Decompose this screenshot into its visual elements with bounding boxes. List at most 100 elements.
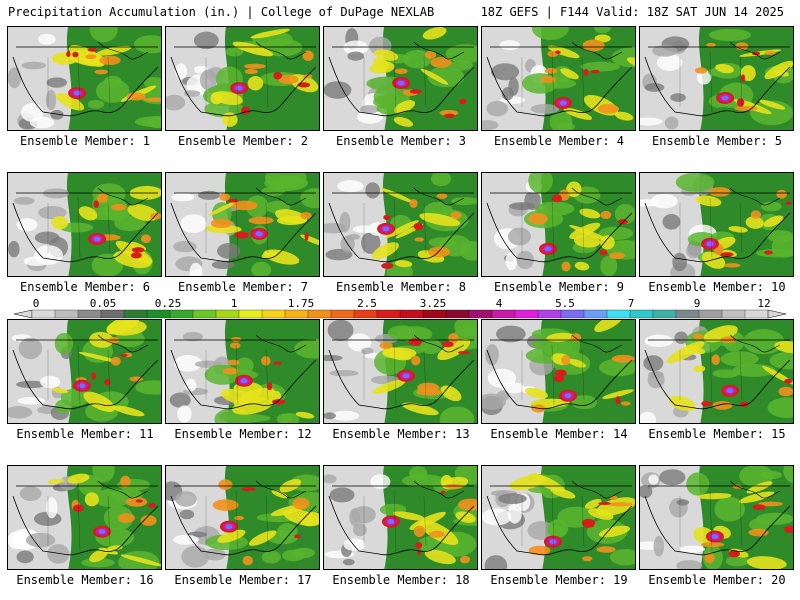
colorbar-segment (422, 309, 447, 319)
colorbar-tick-label: 12 (757, 298, 770, 310)
member-label: Ensemble Member: 4 (493, 134, 625, 148)
ensemble-map-panel (165, 172, 320, 277)
ensemble-map-panel (481, 465, 636, 570)
colorbar-tick-label: 3.25 (420, 298, 447, 310)
ensemble-map-panel (481, 26, 636, 131)
precip-map (166, 320, 319, 423)
ensemble-map-panel (7, 172, 162, 277)
precip-map (640, 173, 793, 276)
colorbar-segment (583, 309, 608, 319)
member-label: Ensemble Member: 18 (332, 573, 470, 587)
ensemble-map-panel (639, 26, 794, 131)
colorbar-segment (560, 309, 585, 319)
ensemble-map-panel (481, 319, 636, 424)
precip-map (324, 27, 477, 130)
colorbar-segment (468, 309, 493, 319)
member-label: Ensemble Member: 15 (648, 427, 786, 441)
ensemble-map-panel (639, 172, 794, 277)
colorbar-segment (261, 309, 286, 319)
colorbar-segment (353, 309, 378, 319)
precip-map (482, 320, 635, 423)
ensemble-map-panel (7, 26, 162, 131)
colorbar-segment (192, 309, 217, 319)
colorbar-tick-label: 1 (231, 298, 238, 310)
colorbar-segment (123, 309, 148, 319)
precip-map (166, 27, 319, 130)
colorbar-segment (698, 309, 723, 319)
member-label: Ensemble Member: 19 (490, 573, 628, 587)
member-label: Ensemble Member: 8 (335, 280, 467, 294)
precip-map (324, 466, 477, 569)
member-label: Ensemble Member: 6 (19, 280, 151, 294)
colorbar-segment (491, 309, 516, 319)
precip-map (324, 173, 477, 276)
ensemble-map-panel (7, 465, 162, 570)
precip-map (482, 466, 635, 569)
ensemble-map-panel (323, 26, 478, 131)
colorbar-segment (629, 309, 654, 319)
member-label: Ensemble Member: 2 (177, 134, 309, 148)
colorbar-segment (376, 309, 401, 319)
ensemble-map-panel (323, 319, 478, 424)
member-label: Ensemble Member: 20 (648, 573, 786, 587)
precip-map (640, 320, 793, 423)
colorbar-segment (307, 309, 332, 319)
ensemble-map-panel (165, 465, 320, 570)
colorbar-segment (100, 309, 125, 319)
colorbar-segment (146, 309, 171, 319)
colorbar-segment (169, 309, 194, 319)
map-title: Precipitation Accumulation (in.) | Colle… (8, 5, 435, 19)
colorbar-tick-label: 5.5 (555, 298, 575, 310)
colorbar-segment (445, 309, 470, 319)
ensemble-map-panel (165, 319, 320, 424)
precip-map (640, 27, 793, 130)
member-label: Ensemble Member: 7 (177, 280, 309, 294)
member-label: Ensemble Member: 1 (19, 134, 151, 148)
colorbar-segment (744, 309, 769, 319)
ensemble-map-panel (323, 465, 478, 570)
precip-map (8, 466, 161, 569)
member-label: Ensemble Member: 9 (493, 280, 625, 294)
colorbar-tick-label: 0 (33, 298, 40, 310)
colorbar-segment (31, 309, 56, 319)
colorbar-tick-label: 0.25 (155, 298, 182, 310)
colorbar-tick-label: 9 (694, 298, 701, 310)
colorbar-segment (330, 309, 355, 319)
colorbar-segment (284, 309, 309, 319)
colorbar-segment (399, 309, 424, 319)
member-label: Ensemble Member: 3 (335, 134, 467, 148)
precip-map (8, 320, 161, 423)
colorbar-segment (77, 309, 102, 319)
member-label: Ensemble Member: 17 (174, 573, 312, 587)
colorbar-tick-label: 2.5 (357, 298, 377, 310)
colorbar-segment (238, 309, 263, 319)
precip-map (640, 466, 793, 569)
member-label: Ensemble Member: 12 (174, 427, 312, 441)
ensemble-map-panel (7, 319, 162, 424)
precip-map (482, 27, 635, 130)
colorbar-segment (215, 309, 240, 319)
member-label: Ensemble Member: 14 (490, 427, 628, 441)
colorbar-segment (606, 309, 631, 319)
colorbar-segment (721, 309, 746, 319)
precip-map (324, 320, 477, 423)
colorbar-segment (652, 309, 677, 319)
colorbar-segment (537, 309, 562, 319)
colorbar-right-arrow (767, 309, 787, 319)
color-scale-legend: 0 0.05 0.25 1 1.75 2.5 3.25 4 5.5 7 9 12 (13, 298, 787, 319)
valid-time: 18Z GEFS | F144 Valid: 18Z SAT JUN 14 20… (480, 5, 784, 19)
ensemble-map-panel (165, 26, 320, 131)
colorbar-tick-label: 0.05 (90, 298, 117, 310)
ensemble-map-panel (639, 319, 794, 424)
ensemble-map-panel (481, 172, 636, 277)
precip-map (166, 173, 319, 276)
colorbar-tick-label: 1.75 (288, 298, 315, 310)
colorbar-tick-label: 7 (628, 298, 635, 310)
ensemble-map-panel (639, 465, 794, 570)
member-label: Ensemble Member: 11 (16, 427, 154, 441)
colorbar-segment (54, 309, 79, 319)
colorbar-segment (514, 309, 539, 319)
precip-map (8, 27, 161, 130)
colorbar-left-arrow (13, 309, 33, 319)
